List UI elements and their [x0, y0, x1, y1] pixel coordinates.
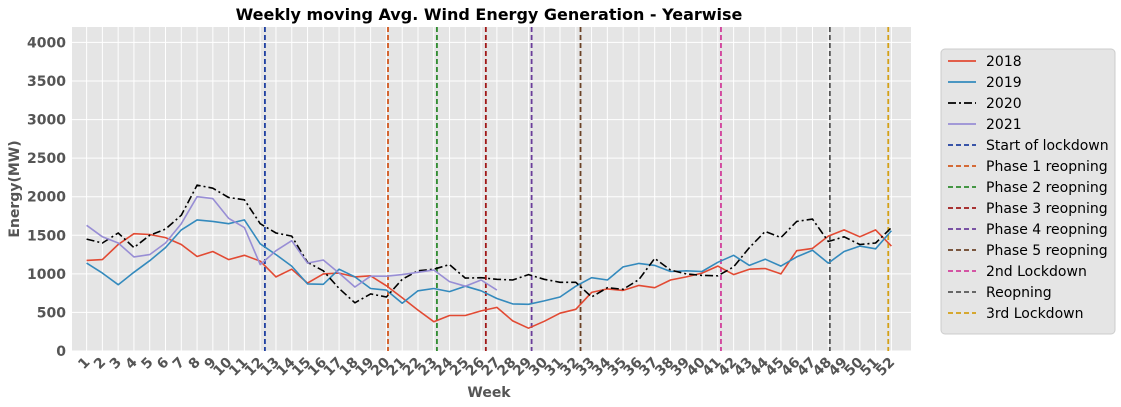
- legend-label: Phase 1 reopning: [986, 159, 1108, 175]
- event-lines: [264, 27, 890, 351]
- y-axis-label: Energy(MW): [7, 140, 23, 237]
- x-tick-label: 3: [107, 355, 125, 373]
- plot-background: [72, 27, 911, 351]
- y-tick-label: 500: [37, 305, 66, 321]
- y-tick-label: 2500: [27, 151, 66, 167]
- legend-box: [940, 48, 1116, 335]
- legend-label: 2nd Lockdown: [986, 264, 1087, 280]
- legend-label: Phase 4 reopning: [986, 222, 1108, 238]
- legend-label: Phase 5 reopning: [986, 243, 1108, 259]
- x-tick-label: 52: [873, 355, 898, 380]
- x-axis-ticks: 1234567891011121314151617181920212223242…: [75, 354, 898, 379]
- legend-label: 3rd Lockdown: [986, 306, 1083, 322]
- x-tick-label: 1: [75, 355, 93, 373]
- x-tick-label: 7: [170, 355, 188, 373]
- x-tick-label: 4: [123, 354, 141, 372]
- series-line-2021: [86, 195, 498, 291]
- legend-label: 2020: [986, 96, 1022, 112]
- legend-label: Reopning: [986, 285, 1052, 301]
- x-tick-label: 5: [138, 355, 156, 373]
- legend-label: Start of lockdown: [986, 138, 1109, 154]
- legend-label: 2019: [986, 75, 1022, 91]
- y-tick-label: 0: [56, 344, 66, 360]
- x-axis-label: Week: [467, 385, 511, 401]
- series-lines: [86, 184, 893, 329]
- y-tick-label: 2000: [27, 190, 66, 206]
- x-tick-label: 2: [91, 355, 109, 373]
- chart-title: Weekly moving Avg. Wind Energy Generatio…: [236, 5, 743, 24]
- y-axis-ticks: 0 500 1000 1500 2000 2500 3000 3500 4000: [27, 35, 66, 360]
- legend-label: 2021: [986, 117, 1022, 133]
- series-line-2020: [86, 184, 892, 304]
- y-tick-label: 3000: [27, 113, 66, 129]
- y-tick-label: 1500: [27, 228, 66, 244]
- x-tick-label: 8: [186, 355, 204, 373]
- legend: 2018 2019 2020 2021 Start of lockdown Phase 1…: [940, 48, 1116, 335]
- series-line-2018: [86, 229, 892, 329]
- legend-label: Phase 2 reopning: [986, 180, 1108, 196]
- y-tick-label: 1000: [27, 267, 66, 283]
- legend-label: Phase 3 reopning: [986, 201, 1108, 217]
- grid: [72, 27, 911, 352]
- x-tick-label: 6: [154, 355, 172, 373]
- y-tick-label: 4000: [27, 35, 66, 51]
- y-tick-label: 3500: [27, 74, 66, 90]
- series-line-2019: [86, 219, 893, 306]
- legend-label: 2018: [986, 54, 1022, 70]
